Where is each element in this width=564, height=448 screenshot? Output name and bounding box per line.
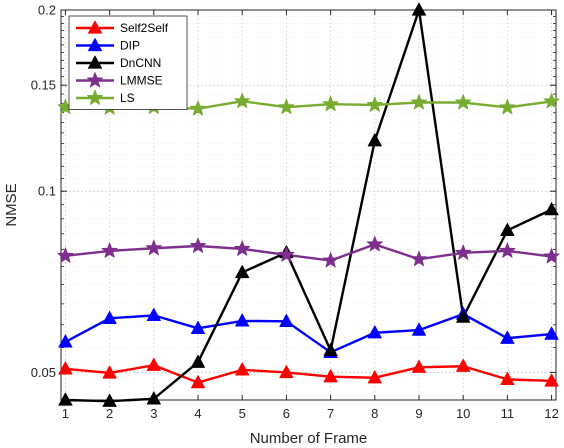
point-self2self	[190, 375, 206, 389]
point-dncnn	[544, 202, 559, 216]
legend-marker-lmmse	[86, 72, 104, 88]
x-tick-label: 11	[501, 406, 515, 421]
point-dip	[146, 307, 161, 322]
axis-ticks: 1 2 3 4 5 6 7 8 9 10 11 120.050.10.150.2	[31, 3, 559, 422]
legend-label-self2self: Self2Self	[120, 21, 169, 35]
point-lmmse	[410, 250, 428, 267]
point-dip	[544, 326, 559, 340]
point-ls	[499, 99, 516, 115]
point-lmmse	[234, 240, 251, 256]
point-self2self	[411, 359, 427, 373]
x-tick-label: 1	[62, 406, 69, 421]
point-dip	[411, 322, 427, 336]
point-ls	[322, 95, 339, 112]
x-tick-label: 2	[106, 406, 113, 421]
point-dncnn	[146, 391, 161, 405]
point-lmmse	[101, 242, 118, 258]
point-dncnn	[500, 222, 515, 237]
point-self2self	[235, 362, 250, 376]
point-lmmse	[499, 242, 516, 258]
point-dip	[500, 330, 515, 344]
point-dncnn	[456, 309, 471, 323]
y-tick-label: 0.1	[38, 184, 56, 199]
point-lmmse	[322, 252, 339, 268]
point-ls	[278, 98, 295, 115]
point-dip	[279, 313, 294, 327]
legend-marker-dncnn	[87, 55, 103, 69]
point-lmmse	[278, 246, 295, 262]
point-ls	[410, 94, 428, 110]
legend-label-lmmse: LMMSE	[120, 74, 163, 88]
point-dncnn	[235, 265, 250, 279]
x-tick-label: 3	[150, 406, 157, 421]
point-lmmse	[366, 235, 383, 252]
point-self2self	[456, 358, 471, 372]
series-line-self2self	[65, 364, 552, 384]
x-tick-label: 8	[371, 406, 378, 421]
x-tick-label: 5	[239, 406, 246, 421]
point-dncnn	[323, 343, 338, 357]
y-tick-label: 0.2	[38, 3, 56, 18]
point-lmmse	[145, 239, 162, 256]
point-self2self	[146, 357, 161, 371]
legend: Self2Self DIP DnCNN LMMSE LS	[68, 15, 188, 110]
point-self2self	[544, 373, 559, 387]
y-tick-label: 0.05	[31, 365, 56, 380]
legend-marker-dip	[87, 38, 103, 52]
x-tick-label: 9	[415, 406, 422, 421]
point-dncnn	[190, 354, 206, 368]
point-dip	[190, 320, 206, 334]
point-dncnn	[367, 133, 382, 147]
series-line-lmmse	[65, 243, 552, 262]
point-lmmse	[189, 237, 207, 253]
x-tick-label: 4	[194, 406, 201, 421]
point-self2self	[279, 365, 294, 379]
point-dip	[102, 310, 117, 324]
legend-label-dncnn: DnCNN	[120, 56, 161, 70]
legend-marker-self2self	[87, 20, 103, 34]
series-line-dip	[64, 312, 552, 354]
point-lmmse	[543, 248, 560, 264]
point-lmmse	[455, 244, 472, 260]
point-dip	[58, 334, 73, 348]
point-dncnn	[411, 2, 427, 16]
point-dip	[367, 325, 382, 339]
series-markers	[57, 2, 560, 407]
point-lmmse	[57, 247, 74, 263]
x-tick-label: 7	[327, 406, 334, 421]
legend-label-dip: DIP	[120, 39, 140, 53]
legend-marker-ls	[86, 89, 104, 105]
point-self2self	[367, 370, 382, 384]
x-tick-label: 12	[544, 406, 558, 421]
point-self2self	[500, 371, 515, 385]
point-self2self	[323, 369, 338, 383]
x-axis-label: Number of Frame	[250, 430, 368, 447]
point-self2self	[58, 361, 73, 375]
point-ls	[455, 94, 472, 110]
y-tick-label: 0.15	[31, 78, 56, 93]
point-dncnn	[102, 393, 117, 407]
y-axis-label: NMSE	[3, 183, 20, 226]
point-ls	[189, 100, 207, 116]
legend-label-ls: LS	[120, 91, 135, 105]
point-ls	[234, 92, 251, 109]
point-dncnn	[58, 392, 73, 406]
point-self2self	[102, 365, 117, 379]
point-ls	[366, 96, 383, 112]
x-tick-label: 6	[283, 406, 290, 421]
point-ls	[543, 92, 560, 109]
series-line-dncnn	[65, 8, 553, 403]
x-tick-label: 10	[456, 406, 470, 421]
point-dip	[235, 313, 250, 327]
